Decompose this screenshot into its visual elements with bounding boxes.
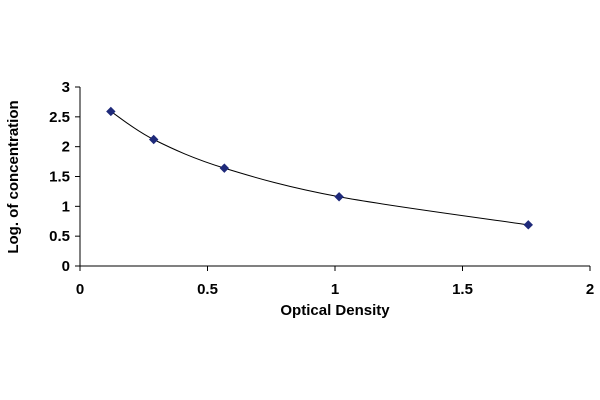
y-tick-label: 2.5 <box>49 109 70 126</box>
y-tick-label: 0 <box>62 258 70 275</box>
y-axis-ticks: 0 0.5 1 1.5 2 2.5 3 <box>49 79 80 275</box>
x-tick-label: 0 <box>76 281 84 298</box>
y-tick-label: 2 <box>62 139 70 156</box>
data-point-marker <box>219 163 230 173</box>
x-tick-label: 2 <box>586 281 594 298</box>
data-point-marker <box>148 134 159 145</box>
data-points <box>106 106 533 230</box>
y-tick-label: 1 <box>62 198 70 215</box>
x-tick-label: 1.5 <box>452 281 473 298</box>
fitted-curve <box>110 111 529 226</box>
x-axis-title: Optical Density <box>280 302 390 319</box>
x-tick-label: 0.5 <box>197 281 218 298</box>
data-point-marker <box>523 220 533 230</box>
data-point-marker <box>106 106 116 117</box>
x-axis-ticks: 0 0.5 1 1.5 2 <box>76 266 594 298</box>
data-point-marker <box>334 192 344 202</box>
y-axis-title: Log. of concentration <box>5 100 22 253</box>
plot-area: 0 0.5 1 1.5 2 0 0.5 1 1.5 2 2.5 3 <box>49 79 594 298</box>
x-tick-label: 1 <box>331 281 339 298</box>
y-tick-label: 1.5 <box>49 169 70 186</box>
y-tick-label: 0.5 <box>49 228 70 245</box>
y-tick-label: 3 <box>62 79 70 96</box>
